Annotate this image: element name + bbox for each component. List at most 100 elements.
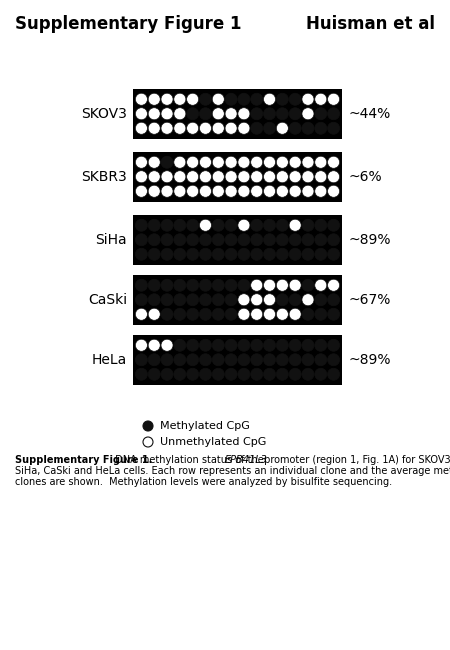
Circle shape [187, 339, 199, 351]
Circle shape [225, 234, 237, 246]
Circle shape [135, 369, 148, 380]
Circle shape [328, 354, 340, 366]
Circle shape [135, 308, 148, 320]
Circle shape [251, 308, 263, 320]
Circle shape [174, 294, 186, 306]
Circle shape [238, 219, 250, 231]
Circle shape [276, 354, 288, 366]
Circle shape [315, 185, 327, 197]
Circle shape [328, 108, 340, 120]
Text: HeLa: HeLa [92, 353, 127, 367]
Circle shape [251, 156, 263, 168]
Circle shape [135, 122, 148, 135]
Circle shape [199, 234, 211, 246]
Text: SKBR3: SKBR3 [81, 170, 127, 184]
Circle shape [148, 108, 160, 120]
Circle shape [199, 339, 211, 351]
Circle shape [187, 248, 199, 260]
Circle shape [238, 171, 250, 183]
Circle shape [225, 171, 237, 183]
Circle shape [174, 339, 186, 351]
Circle shape [289, 248, 301, 260]
Circle shape [225, 280, 237, 291]
Circle shape [187, 308, 199, 320]
Circle shape [225, 248, 237, 260]
Circle shape [187, 234, 199, 246]
Circle shape [264, 185, 275, 197]
Circle shape [276, 308, 288, 320]
Circle shape [289, 369, 301, 380]
Circle shape [199, 108, 211, 120]
Circle shape [315, 156, 327, 168]
Circle shape [148, 369, 160, 380]
Circle shape [199, 308, 211, 320]
Circle shape [225, 354, 237, 366]
Text: promoter (region 1, Fig. 1A) for SKOV3, SKBR3,: promoter (region 1, Fig. 1A) for SKOV3, … [261, 455, 450, 465]
Text: SiHa: SiHa [95, 233, 127, 247]
Circle shape [199, 156, 211, 168]
Circle shape [315, 280, 327, 291]
Circle shape [135, 185, 148, 197]
Circle shape [135, 294, 148, 306]
Bar [133, 335, 342, 385]
Circle shape [174, 108, 186, 120]
Circle shape [328, 234, 340, 246]
Circle shape [199, 248, 211, 260]
Circle shape [199, 93, 211, 105]
Circle shape [225, 156, 237, 168]
Circle shape [276, 248, 288, 260]
Circle shape [161, 248, 173, 260]
Circle shape [315, 219, 327, 231]
Circle shape [264, 369, 275, 380]
Circle shape [212, 369, 224, 380]
Circle shape [251, 93, 263, 105]
Circle shape [174, 280, 186, 291]
Circle shape [148, 339, 160, 351]
Circle shape [302, 185, 314, 197]
Circle shape [289, 339, 301, 351]
Circle shape [251, 294, 263, 306]
Circle shape [315, 93, 327, 105]
Circle shape [212, 171, 224, 183]
Circle shape [276, 122, 288, 135]
Circle shape [161, 369, 173, 380]
Circle shape [174, 185, 186, 197]
Circle shape [302, 280, 314, 291]
Bar [133, 152, 342, 202]
Circle shape [251, 171, 263, 183]
Circle shape [315, 294, 327, 306]
Circle shape [161, 156, 173, 168]
Circle shape [264, 234, 275, 246]
Circle shape [225, 122, 237, 135]
Circle shape [135, 156, 148, 168]
Text: CaSki: CaSki [88, 292, 127, 307]
Circle shape [238, 93, 250, 105]
Text: Supplementary Figure 1: Supplementary Figure 1 [15, 15, 242, 33]
Circle shape [187, 93, 199, 105]
Circle shape [315, 339, 327, 351]
Circle shape [161, 354, 173, 366]
Bar [133, 215, 342, 265]
Circle shape [315, 171, 327, 183]
Circle shape [135, 171, 148, 183]
Text: ~89%: ~89% [348, 233, 391, 247]
Circle shape [289, 280, 301, 291]
Circle shape [238, 354, 250, 366]
Circle shape [328, 280, 340, 291]
Circle shape [251, 369, 263, 380]
Circle shape [225, 108, 237, 120]
Circle shape [199, 354, 211, 366]
Circle shape [225, 339, 237, 351]
Circle shape [161, 308, 173, 320]
Text: Methylated CpG: Methylated CpG [160, 421, 250, 431]
Circle shape [302, 339, 314, 351]
Circle shape [238, 185, 250, 197]
Circle shape [187, 108, 199, 120]
Circle shape [328, 171, 340, 183]
Circle shape [187, 219, 199, 231]
Circle shape [225, 93, 237, 105]
Circle shape [289, 93, 301, 105]
Circle shape [264, 280, 275, 291]
Text: DNA methylation status of the: DNA methylation status of the [112, 455, 267, 465]
Circle shape [264, 108, 275, 120]
